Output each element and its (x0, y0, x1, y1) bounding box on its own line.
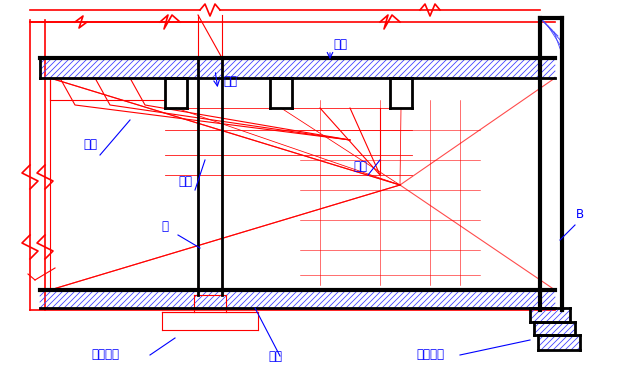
Text: 楼板: 楼板 (333, 38, 347, 51)
Text: 主梁: 主梁 (178, 175, 192, 188)
Text: 次梁: 次梁 (83, 138, 97, 151)
Text: 条形基础: 条形基础 (416, 348, 444, 361)
Text: 主梁: 主梁 (223, 75, 237, 88)
Text: 次梁: 次梁 (353, 160, 367, 173)
Text: B: B (576, 208, 584, 221)
Text: 地面: 地面 (268, 350, 282, 363)
Text: 独立基础: 独立基础 (91, 348, 119, 361)
Text: 柱: 柱 (162, 220, 168, 233)
